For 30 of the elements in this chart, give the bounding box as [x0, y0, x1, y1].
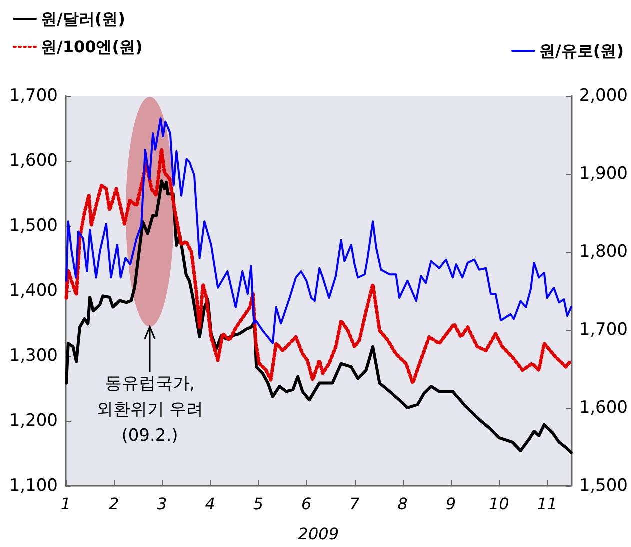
x-tick-label: 11	[537, 494, 558, 514]
y-tick-label: 1,400	[9, 281, 58, 301]
x-tick-label: 9	[446, 494, 456, 514]
y2-tick-label: 1,500	[579, 476, 628, 496]
x-tick-label: 1	[60, 494, 72, 514]
x-tick-label: 6	[302, 494, 312, 514]
x-tick-label: 8	[398, 494, 408, 514]
legend-label: 원/100엔(원)	[41, 38, 143, 56]
x-tick-label: 2	[109, 494, 120, 514]
y-tick-label: 1,600	[9, 151, 58, 171]
y-tick-label: 1,100	[9, 476, 58, 496]
y2-tick-label: 2,000	[579, 86, 628, 106]
line-series	[65, 118, 572, 344]
x-tick-label: 4	[205, 494, 216, 514]
x-tick-label: 10	[488, 494, 510, 514]
y2-tick-label: 1,900	[579, 164, 628, 184]
y-tick-label: 1,300	[9, 346, 58, 366]
x-axis-title: 2009	[298, 524, 340, 544]
y-tick-label: 1,200	[9, 411, 58, 431]
legend-label: 원/달러(원)	[41, 10, 126, 28]
y2-tick-label: 1,600	[579, 398, 628, 418]
y-tick-label: 1,500	[9, 216, 58, 236]
annotation: 동유럽국가, 외환위기 우려 (09.2.)	[96, 374, 204, 446]
x-tick-label: 3	[157, 494, 168, 514]
y-tick-label: 1,700	[9, 86, 58, 106]
legend-label: 원/유로(원)	[540, 42, 624, 60]
y2-tick-label: 1,800	[579, 242, 628, 262]
x-tick-label: 7	[350, 494, 361, 514]
x-tick-label: 5	[253, 494, 264, 514]
y2-tick-label: 1,700	[579, 320, 628, 340]
